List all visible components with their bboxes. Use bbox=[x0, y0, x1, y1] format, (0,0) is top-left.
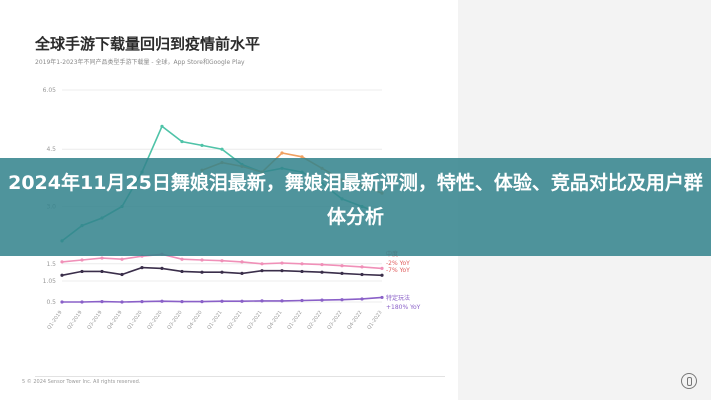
x-tick-label: Q2-2019 bbox=[66, 310, 83, 331]
x-tick-label: Q2-2022 bbox=[306, 310, 323, 331]
data-point bbox=[280, 299, 284, 303]
data-point bbox=[120, 257, 124, 261]
chart-title: 全球手游下载量回归到疫情前水平 bbox=[35, 35, 261, 53]
data-point bbox=[60, 260, 64, 264]
data-point bbox=[360, 297, 364, 301]
data-point bbox=[220, 147, 224, 151]
title-banner bbox=[0, 158, 711, 256]
data-point bbox=[300, 269, 304, 274]
x-tick-label: Q1-2019 bbox=[46, 310, 63, 331]
data-point bbox=[260, 262, 264, 266]
data-point bbox=[260, 269, 264, 273]
x-tick-label: Q4-2020 bbox=[186, 310, 203, 331]
data-point bbox=[340, 264, 344, 268]
data-point bbox=[220, 299, 224, 303]
data-point bbox=[320, 298, 324, 302]
data-point bbox=[300, 298, 304, 303]
y-tick-label: 0.5 bbox=[46, 299, 56, 306]
x-tick-label: Q2-2021 bbox=[226, 310, 243, 331]
data-point bbox=[340, 271, 344, 275]
data-point bbox=[160, 266, 164, 270]
data-point bbox=[280, 269, 284, 273]
x-tick-label: Q1-2022 bbox=[286, 310, 303, 331]
data-point bbox=[100, 300, 104, 304]
footer-text: 5 © 2024 Sensor Tower Inc. All rights re… bbox=[22, 379, 141, 385]
x-tick-label: Q1-2020 bbox=[126, 310, 143, 331]
data-point bbox=[320, 270, 324, 274]
data-point bbox=[260, 299, 264, 303]
x-tick-label: Q1-2021 bbox=[206, 310, 223, 331]
data-point bbox=[300, 262, 304, 266]
annotation-label: -7% YoY bbox=[386, 267, 410, 274]
data-point bbox=[180, 139, 184, 144]
annotation-label: 特定玩法 bbox=[386, 294, 410, 302]
data-point bbox=[200, 270, 204, 274]
data-point bbox=[180, 269, 184, 274]
data-point bbox=[180, 300, 184, 304]
data-point bbox=[240, 260, 244, 264]
x-tick-label: Q4-2021 bbox=[266, 310, 283, 331]
data-point bbox=[360, 265, 364, 269]
data-point bbox=[280, 151, 284, 155]
x-tick-label: Q1-2023 bbox=[366, 310, 383, 331]
data-point bbox=[160, 124, 164, 128]
annotation-label: -2% YoY bbox=[386, 260, 410, 267]
data-point bbox=[340, 298, 344, 302]
y-tick-label: 1.05 bbox=[43, 278, 57, 285]
data-point bbox=[120, 272, 124, 277]
data-point bbox=[200, 258, 204, 262]
data-point bbox=[100, 256, 104, 260]
x-tick-label: Q3-2020 bbox=[166, 310, 183, 331]
y-tick-label: 6.05 bbox=[43, 87, 57, 94]
data-point bbox=[140, 300, 144, 304]
data-point bbox=[100, 269, 104, 274]
x-tick-label: Q4-2022 bbox=[346, 310, 363, 331]
data-point bbox=[280, 261, 284, 265]
data-point bbox=[60, 300, 64, 304]
data-point bbox=[80, 269, 84, 274]
data-point bbox=[380, 273, 384, 277]
y-tick-label: 4.5 bbox=[46, 146, 56, 153]
x-tick-label: Q2-2020 bbox=[146, 310, 163, 331]
chart-subtitle: 2019年1-2023年不同产品类型手游下载量 - 全球，App Store和G… bbox=[35, 59, 245, 66]
banner-title: 2024年11月25日舞娘泪最新，舞娘泪最新评测，特性、体验、竞品对比及用户群体… bbox=[8, 172, 703, 228]
x-tick-label: Q3-2019 bbox=[86, 310, 103, 331]
data-point bbox=[220, 259, 224, 263]
data-point bbox=[220, 270, 224, 274]
footer-divider bbox=[35, 376, 445, 377]
data-point bbox=[200, 143, 204, 147]
data-point bbox=[380, 295, 384, 300]
data-point bbox=[160, 299, 164, 303]
data-point bbox=[240, 271, 244, 275]
data-point bbox=[200, 300, 204, 304]
data-point bbox=[80, 300, 84, 304]
data-point bbox=[120, 300, 124, 304]
data-point bbox=[240, 299, 244, 303]
data-point bbox=[320, 262, 324, 267]
data-point bbox=[300, 155, 304, 159]
data-point bbox=[380, 266, 384, 270]
data-point bbox=[360, 272, 364, 277]
y-tick-label: 1.5 bbox=[46, 261, 56, 268]
x-tick-label: Q3-2021 bbox=[246, 310, 263, 331]
annotation-label: +180% YoY bbox=[386, 304, 421, 311]
data-point bbox=[180, 257, 184, 261]
sensor-tower-logo-icon bbox=[681, 373, 697, 389]
data-point bbox=[140, 266, 144, 270]
x-tick-label: Q4-2019 bbox=[106, 310, 123, 331]
data-point bbox=[60, 273, 64, 277]
data-point bbox=[80, 258, 84, 262]
x-tick-label: Q3-2022 bbox=[326, 310, 343, 331]
